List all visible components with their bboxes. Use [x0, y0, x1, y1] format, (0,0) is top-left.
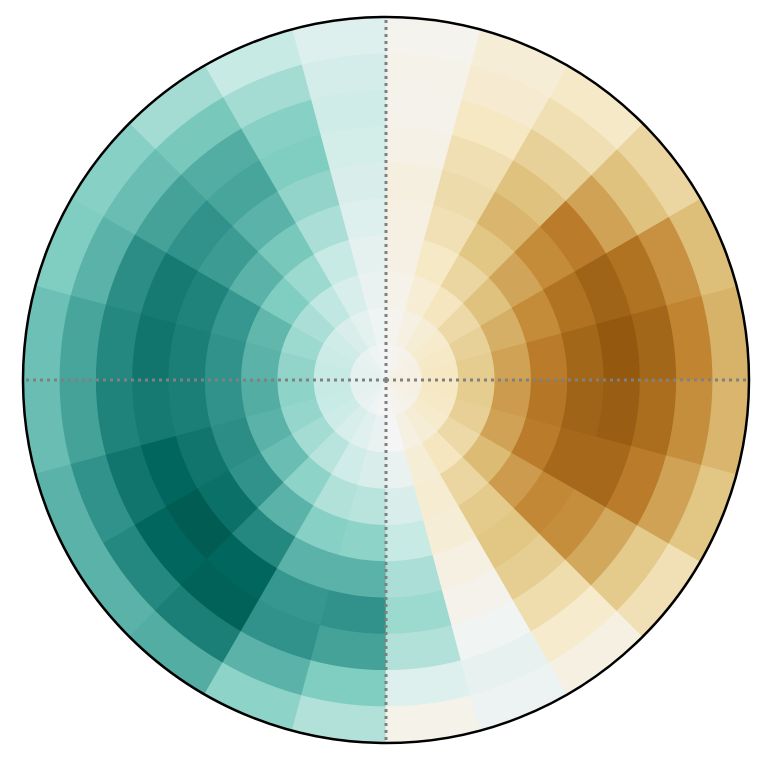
- heat-cell: [385, 161, 443, 206]
- plot-border: [21, 15, 751, 745]
- heat-cell: [385, 554, 443, 599]
- heat-cell: [560, 323, 605, 381]
- heat-cell: [167, 379, 212, 437]
- heat-cell: [167, 323, 212, 381]
- heat-cell: [329, 161, 387, 206]
- heat-cell: [560, 379, 605, 437]
- heat-cell: [329, 554, 387, 599]
